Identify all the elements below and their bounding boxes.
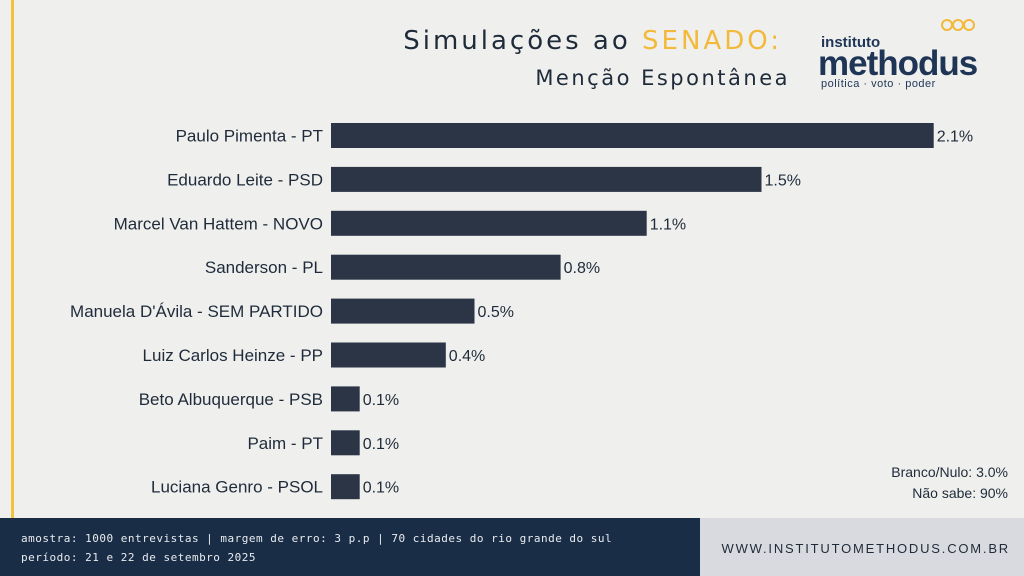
value-label: 0.1% xyxy=(363,480,399,497)
footer-info-panel: amostra: 1000 entrevistas | margem de er… xyxy=(0,518,700,576)
blank-null-note: Branco/Nulo: 3.0% xyxy=(891,464,1008,480)
chart-subtitle: Menção Espontânea xyxy=(535,66,790,90)
bar xyxy=(331,342,446,368)
dont-know-note: Não sabe: 90% xyxy=(912,485,1008,501)
category-label: Beto Albuquerque - PSB xyxy=(139,390,323,409)
logo-main-text: methodus xyxy=(818,44,978,83)
bar xyxy=(331,166,762,192)
value-label: 0.8% xyxy=(564,260,600,277)
value-label: 2.1% xyxy=(937,129,973,146)
logo-tagline: política · voto · poder xyxy=(821,78,936,90)
value-label: 0.1% xyxy=(363,392,399,409)
bar xyxy=(331,298,475,324)
category-label: Paulo Pimenta - PT xyxy=(176,127,323,146)
bar xyxy=(331,254,561,280)
website-link[interactable]: WWW.INSTITUTOMETHODUS.COM.BR xyxy=(721,541,1010,556)
bar xyxy=(331,386,360,412)
value-label: 1.1% xyxy=(650,216,686,233)
notes-block: Branco/Nulo: 3.0% Não sabe: 90% xyxy=(891,462,1008,504)
category-label: Manuela D'Ávila - SEM PARTIDO xyxy=(70,302,323,321)
category-label: Eduardo Leite - PSD xyxy=(167,170,323,189)
footer-sample-line: amostra: 1000 entrevistas | margem de er… xyxy=(21,532,613,545)
title-highlight: SENADO: xyxy=(642,26,782,56)
logo-mark-icon xyxy=(941,19,975,31)
footer-website-panel: WWW.INSTITUTOMETHODUS.COM.BR xyxy=(700,518,1024,576)
bar xyxy=(331,123,934,148)
category-label: Sanderson - PL xyxy=(205,258,323,277)
category-label: Marcel Van Hattem - NOVO xyxy=(114,214,323,233)
logo-small-text: instituto xyxy=(821,34,881,51)
chart-title: Simulações ao SENADO: xyxy=(300,26,782,56)
category-label: Luiz Carlos Heinze - PP xyxy=(143,346,323,365)
bar xyxy=(331,474,360,500)
bar xyxy=(331,430,360,456)
category-label: Paim - PT xyxy=(247,434,323,453)
footer-period-line: período: 21 e 22 de setembro 2025 xyxy=(21,551,257,564)
accent-line xyxy=(11,0,14,518)
value-label: 1.5% xyxy=(765,172,801,189)
category-label: Luciana Genro - PSOL xyxy=(151,478,323,497)
value-label: 0.4% xyxy=(449,348,485,365)
title-prefix: Simulações ao xyxy=(403,26,643,56)
value-label: 0.1% xyxy=(363,436,399,453)
bar xyxy=(331,210,647,236)
value-label: 0.5% xyxy=(478,304,514,321)
methodus-logo: instituto methodus política · voto · pod… xyxy=(818,18,998,96)
bar-chart: Paulo Pimenta - PT 2.1% Eduardo Leite - PS… xyxy=(70,123,973,500)
